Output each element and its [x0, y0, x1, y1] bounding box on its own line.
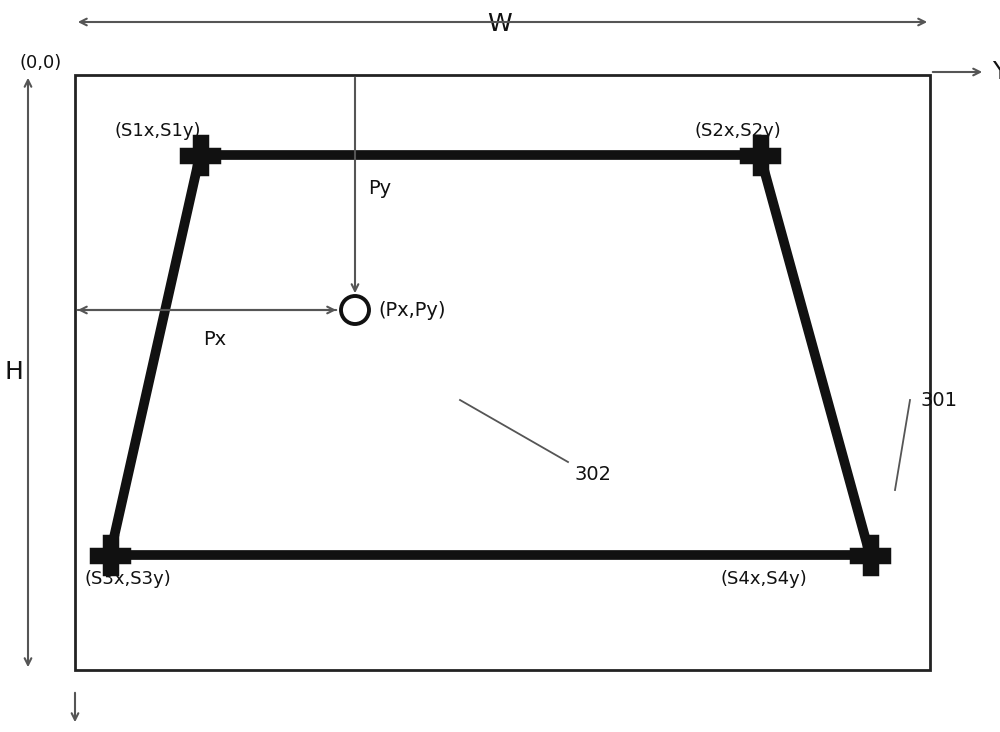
Bar [75, 75, 930, 670]
Bar [864, 536, 876, 574]
Text: Px: Px [203, 330, 227, 349]
Text: Py: Py [368, 179, 391, 198]
Text: 302: 302 [575, 465, 612, 484]
Polygon shape [110, 155, 870, 555]
Text: H: H [5, 360, 23, 384]
Text: W: W [488, 12, 512, 36]
Bar [181, 149, 219, 162]
Text: (S3x,S3y): (S3x,S3y) [85, 570, 172, 588]
Text: (0,0): (0,0) [20, 54, 62, 72]
Text: (S1x,S1y): (S1x,S1y) [115, 122, 202, 140]
Text: (Px,Py): (Px,Py) [378, 301, 446, 319]
Text: (S2x,S2y): (S2x,S2y) [695, 122, 782, 140]
Bar [104, 536, 116, 574]
Bar [754, 136, 767, 174]
Bar [194, 136, 207, 174]
Text: 301: 301 [920, 390, 957, 409]
Circle shape [341, 296, 369, 324]
Text: Y: Y [992, 60, 1000, 84]
Bar [741, 149, 779, 162]
Bar [91, 548, 129, 561]
Text: (S4x,S4y): (S4x,S4y) [720, 570, 807, 588]
Bar [851, 548, 889, 561]
